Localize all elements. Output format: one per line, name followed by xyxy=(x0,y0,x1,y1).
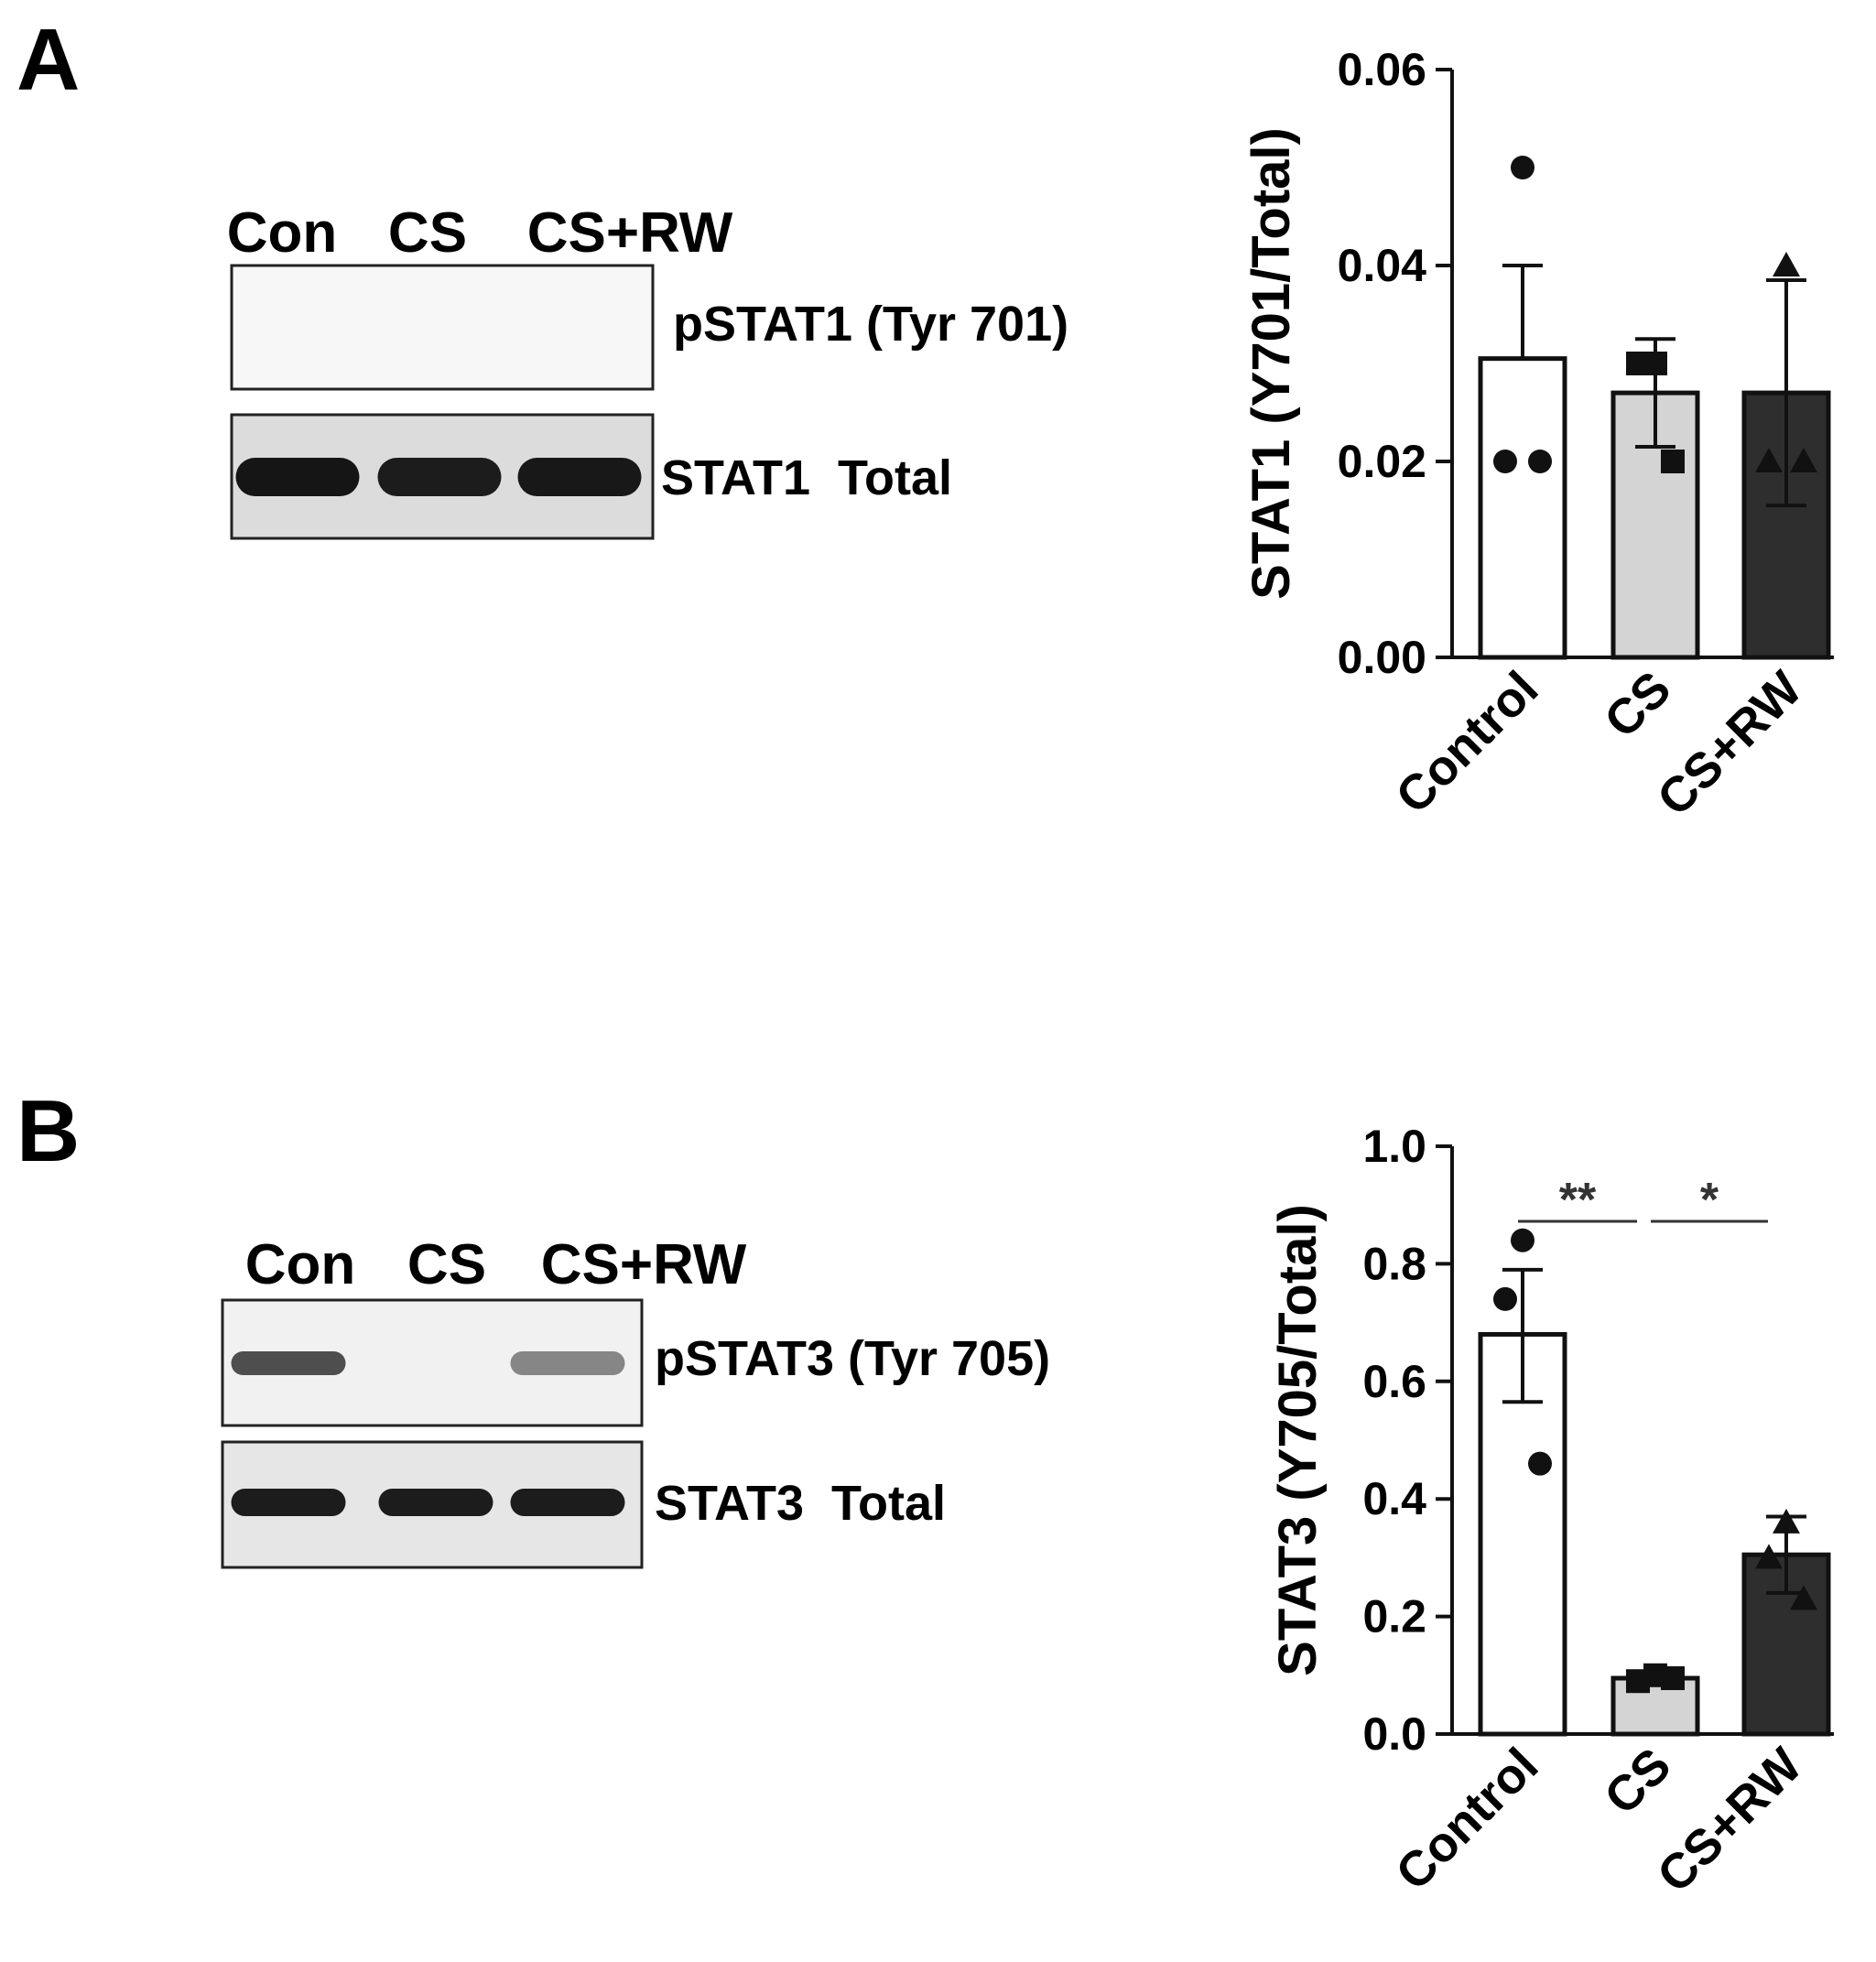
y-tick-label: 0.02 xyxy=(1338,436,1426,487)
data-point xyxy=(1511,156,1534,179)
significance-label: ** xyxy=(1559,1174,1597,1227)
lane-label-cs: CS xyxy=(407,1233,486,1296)
lane-label-cs-rw: CS+RW xyxy=(527,201,733,265)
data-point xyxy=(1528,450,1552,473)
data-point xyxy=(1493,450,1517,473)
data-point xyxy=(1755,1544,1783,1569)
data-point xyxy=(1626,1669,1650,1694)
blot-band xyxy=(377,458,502,496)
x-tick-label: CS xyxy=(1594,1738,1681,1825)
panel-letter-a: A xyxy=(16,11,80,109)
panel-letter-b: B xyxy=(16,1082,80,1180)
data-point xyxy=(1511,1228,1534,1252)
bar-control xyxy=(1478,356,1567,660)
data-point xyxy=(1790,448,1817,472)
data-point xyxy=(1773,1508,1800,1534)
x-tick-label: CS xyxy=(1594,661,1681,748)
y-tick-label: 0.2 xyxy=(1362,1591,1426,1642)
data-point xyxy=(1528,1451,1552,1476)
blot-band xyxy=(378,1489,493,1516)
significance-label: * xyxy=(1700,1174,1719,1227)
blot-b: Con CS CS+RW pSTAT3 (Tyr 705) STAT3 Tota… xyxy=(221,1233,1050,1569)
y-tick-label: 1.0 xyxy=(1362,1121,1426,1172)
y-axis-label: STAT1 (Y701/Total) xyxy=(1242,127,1301,600)
blot-strip-pstat1 xyxy=(230,264,655,391)
blot-label-stat3-total: STAT3 Total xyxy=(655,1476,946,1531)
data-point xyxy=(1773,252,1800,276)
lane-label-cs: CS xyxy=(388,201,467,265)
blot-label-pstat1: pSTAT1 (Tyr 701) xyxy=(673,297,1068,352)
blot-label-pstat3: pSTAT3 (Tyr 705) xyxy=(655,1331,1050,1386)
data-point xyxy=(1790,1585,1817,1610)
lane-label-con: Con xyxy=(245,1233,356,1296)
y-tick-label: 0.4 xyxy=(1362,1473,1426,1524)
y-tick-label: 0.00 xyxy=(1338,632,1426,683)
blot-a: Con CS CS+RW pSTAT1 (Tyr 701) STAT1 Tota… xyxy=(227,201,1068,540)
data-point xyxy=(1755,448,1783,472)
x-tick-label: Control xyxy=(1385,661,1548,824)
y-tick-label: 0.8 xyxy=(1362,1238,1426,1289)
blot-band xyxy=(231,1351,346,1375)
data-point xyxy=(1493,1286,1517,1311)
blot-band xyxy=(510,1489,625,1516)
blot-band xyxy=(235,458,360,496)
y-tick-label: 0.6 xyxy=(1362,1356,1426,1407)
y-tick-label: 0.0 xyxy=(1362,1708,1426,1760)
blot-band xyxy=(517,458,642,496)
blot-label-stat1-total: STAT1 Total xyxy=(661,450,952,505)
x-tick-label: CS+RW xyxy=(1647,661,1813,827)
data-point xyxy=(1626,352,1650,375)
x-tick-label: Control xyxy=(1385,1738,1548,1901)
data-point xyxy=(1661,450,1685,473)
data-point xyxy=(1661,1666,1685,1691)
lane-label-con: Con xyxy=(227,201,338,265)
blot-band xyxy=(510,1351,625,1375)
y-tick-label: 0.04 xyxy=(1338,240,1427,291)
bar-chart-stat1: 0.00 0.02 0.04 0.06 STAT1 (Y701/Total) Contro… xyxy=(1242,44,1834,827)
y-tick-label: 0.06 xyxy=(1338,44,1426,95)
blot-band xyxy=(231,1489,346,1516)
x-tick-label: CS+RW xyxy=(1647,1738,1813,1903)
y-axis-label: STAT3 (Y705/Total) xyxy=(1268,1204,1328,1676)
lane-label-cs-rw: CS+RW xyxy=(541,1233,747,1296)
